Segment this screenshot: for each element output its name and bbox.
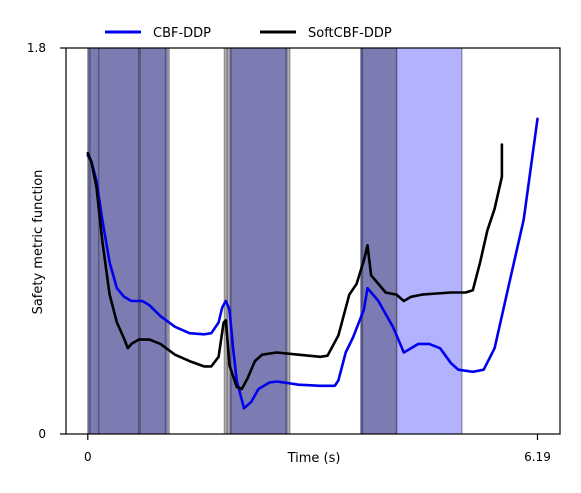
y-tick-label: 1.8 <box>27 41 46 55</box>
plot-frame <box>65 47 561 435</box>
legend: CBF-DDP SoftCBF-DDP <box>105 26 392 41</box>
y-tick-label: 0 <box>38 427 46 441</box>
axes <box>65 47 561 435</box>
legend-label: SoftCBF-DDP <box>308 26 392 41</box>
x-tick-label: 6.19 <box>524 450 551 464</box>
shaded-region <box>229 48 288 434</box>
series-line <box>86 143 504 391</box>
ticks: 0 6.19 0 1.8 <box>27 41 551 464</box>
shaded-region <box>360 48 397 434</box>
x-tick-label: 0 <box>84 450 92 464</box>
y-axis-label: Safety metric function <box>31 170 46 315</box>
series-lines <box>86 117 539 410</box>
shaded-regions <box>87 48 462 434</box>
shaded-region <box>87 48 170 434</box>
legend-label: CBF-DDP <box>153 26 211 41</box>
shaded-region <box>360 48 398 434</box>
x-axis-label: Time (s) <box>287 451 341 466</box>
shaded-region <box>396 48 462 434</box>
series-line <box>86 117 539 410</box>
